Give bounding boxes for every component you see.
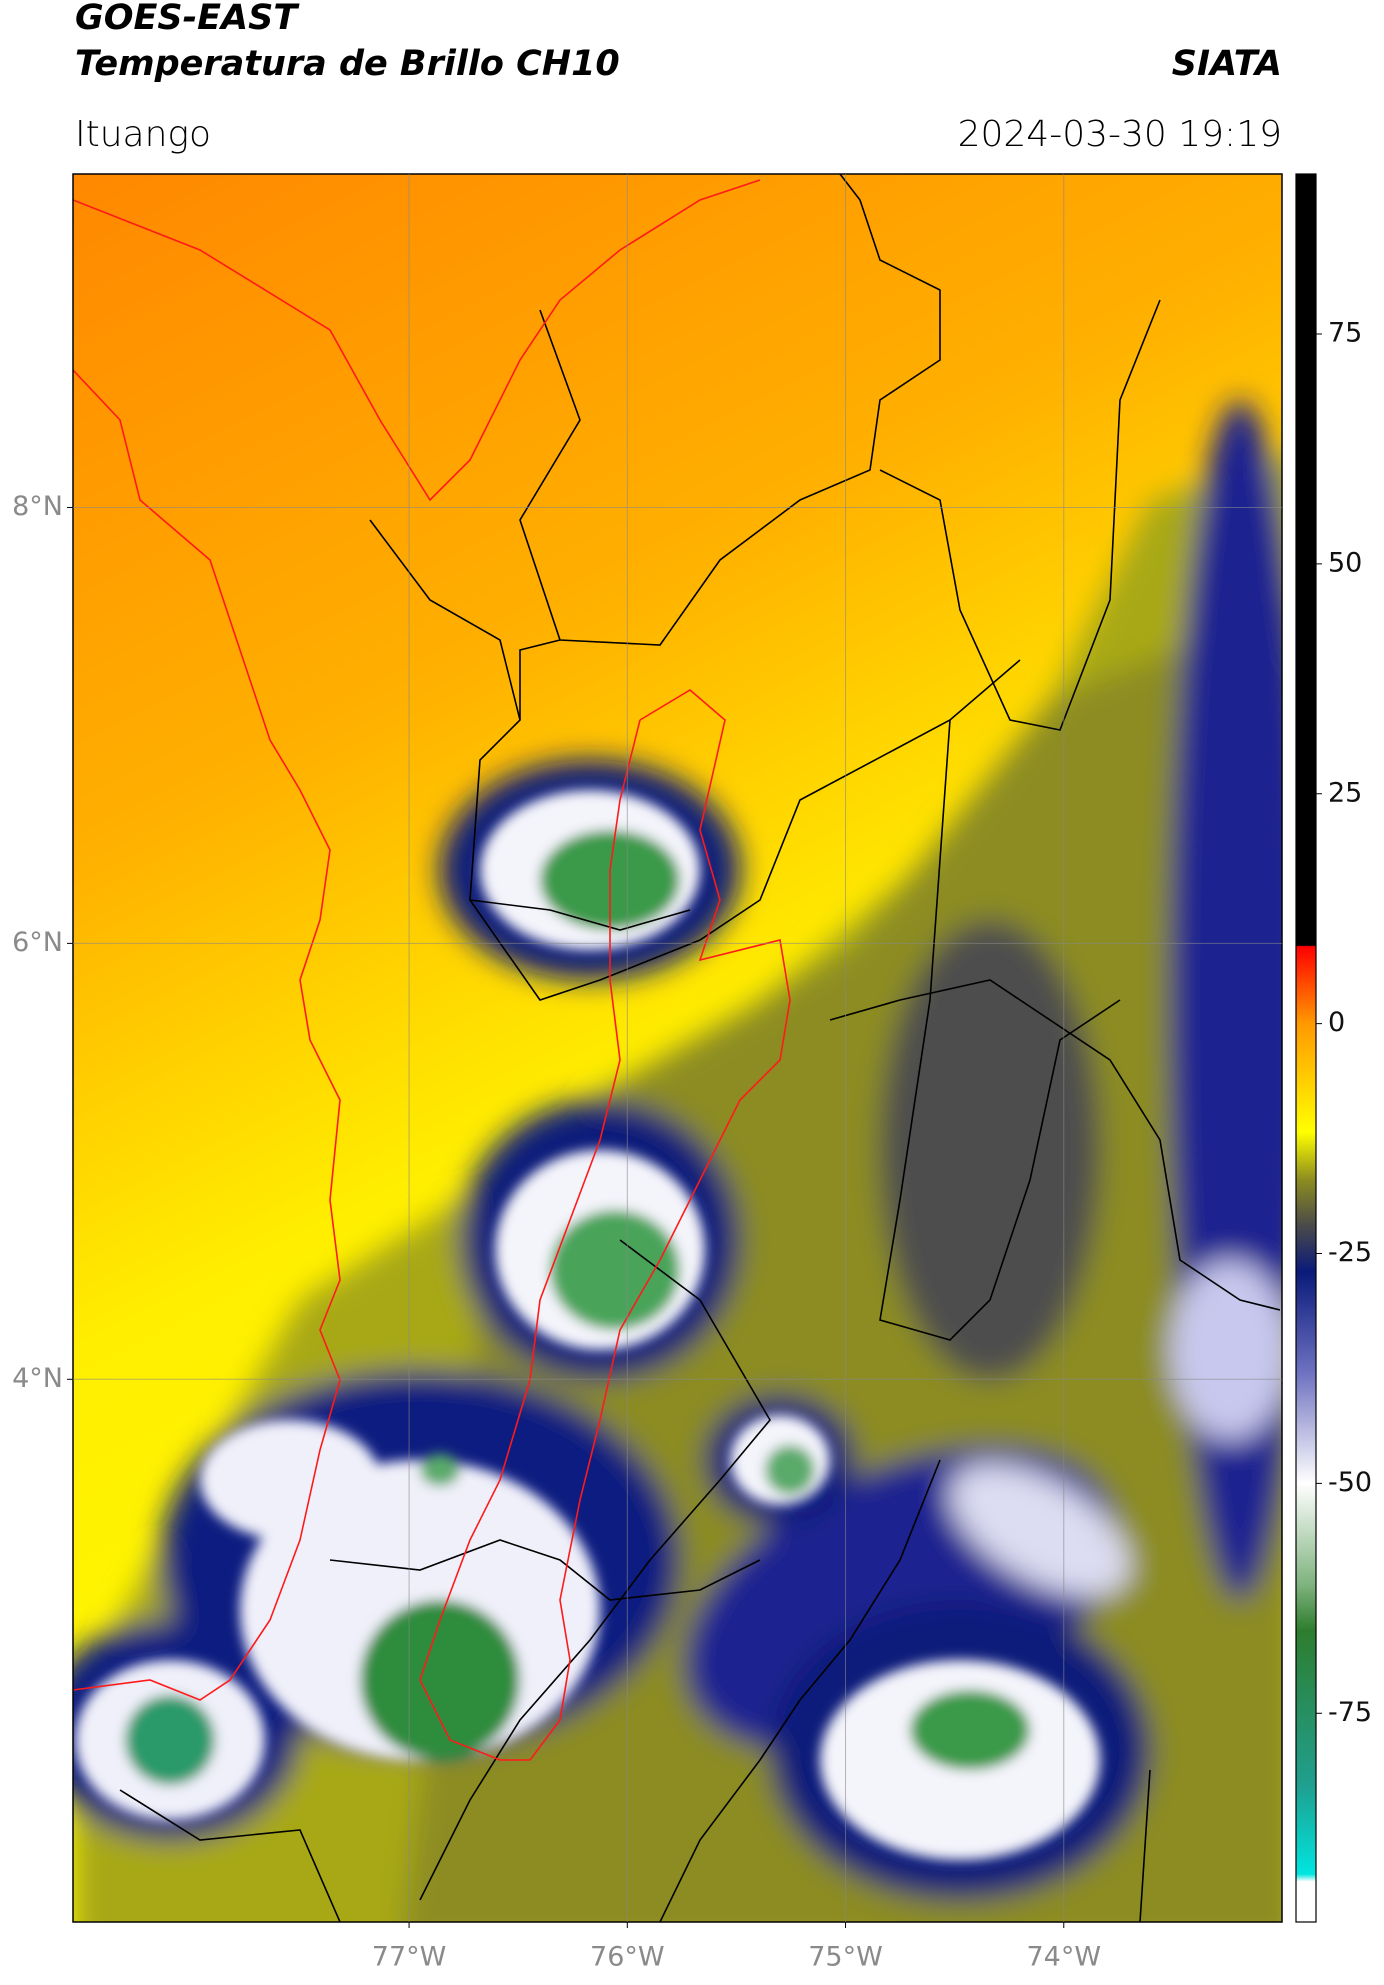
satellite-image bbox=[73, 174, 1282, 1922]
colorbar-label: 25 bbox=[1328, 777, 1362, 808]
title: GOES-EAST bbox=[75, 0, 300, 38]
lon-tick-label: 75°W bbox=[808, 1942, 883, 1973]
colorbar-label: 0 bbox=[1328, 1007, 1345, 1038]
region-borders bbox=[73, 179, 791, 1761]
location: Ituango bbox=[75, 114, 211, 155]
borders bbox=[119, 174, 1281, 1922]
lat-tick-label: 6°N bbox=[12, 927, 63, 958]
lat-tick-label: 4°N bbox=[12, 1363, 63, 1394]
colorbar-label: 50 bbox=[1328, 547, 1362, 578]
colorbar-label: -50 bbox=[1328, 1467, 1372, 1498]
lon-tick-label: 77°W bbox=[372, 1942, 447, 1973]
colorbar-label: -25 bbox=[1328, 1237, 1372, 1268]
datetime: 2024-03-30 19:19 bbox=[958, 114, 1282, 155]
colorbar bbox=[1295, 173, 1317, 1923]
source: SIATA bbox=[1172, 44, 1282, 84]
subtitle: Temperatura de Brillo CH10 bbox=[75, 44, 620, 84]
lon-tick-label: 76°W bbox=[590, 1942, 665, 1973]
lat-tick-label: 8°N bbox=[12, 491, 63, 522]
lon-tick-label: 74°W bbox=[1026, 1942, 1101, 1973]
colorbar-label: -75 bbox=[1328, 1697, 1372, 1728]
map-frame bbox=[72, 173, 1283, 1923]
colorbar-label: 75 bbox=[1328, 317, 1362, 348]
